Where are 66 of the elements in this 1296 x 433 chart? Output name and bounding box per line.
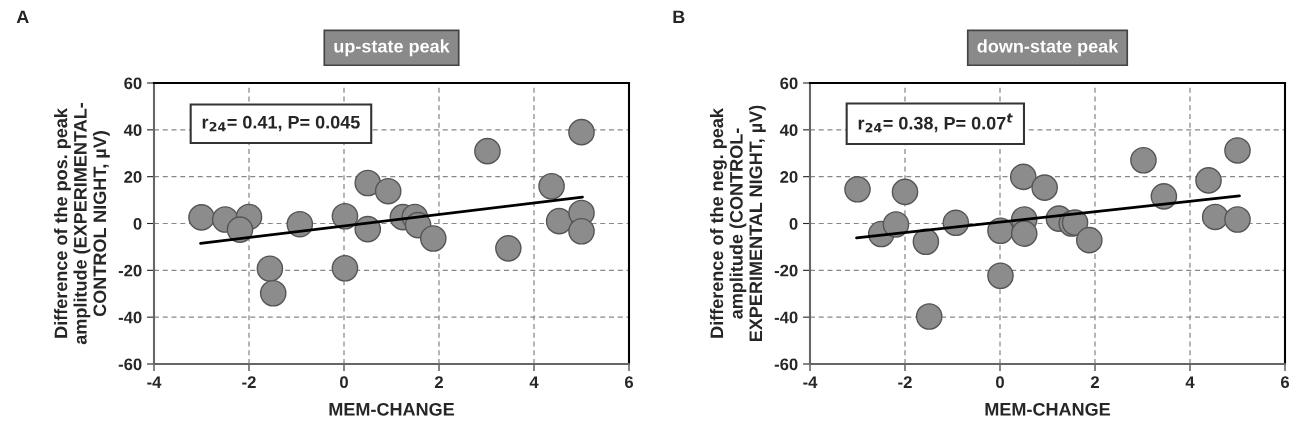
x-tick-label: 4	[529, 376, 539, 388]
x-tick-label: 6	[1280, 376, 1290, 389]
y-tick-label: 40	[123, 124, 142, 137]
x-tick-label: -2	[898, 376, 912, 388]
y-tick-label: 60	[124, 77, 142, 90]
x-tick-label: -4	[147, 376, 162, 388]
point	[1031, 174, 1058, 201]
point	[1201, 203, 1229, 231]
y-tick-label: -20	[774, 264, 798, 277]
x-tick-label: 2	[1090, 376, 1099, 388]
point	[188, 204, 215, 231]
y-tick-label: 20	[124, 171, 142, 183]
point	[545, 207, 573, 235]
x-tick-label: 0	[996, 376, 1004, 389]
y-tick-label: -20	[118, 264, 142, 277]
point	[354, 169, 382, 197]
y-tick-label: -40	[774, 311, 798, 324]
point	[495, 235, 522, 262]
annotation: r$_{24}$= 0.41, P= 0.045	[202, 115, 360, 132]
y-tick-label: 0	[133, 217, 142, 230]
point	[912, 228, 940, 256]
point	[1130, 146, 1157, 174]
point	[915, 303, 943, 330]
annotation: r$_{24}$= 0.38, P= 0.07$^{t}$	[858, 113, 1013, 133]
y-axis-title: Difference of the pos. peak amplitude (EXPERIMENTAL- CONTROL NIGHT, µV)	[54, 103, 110, 345]
point	[1075, 226, 1103, 254]
x-tick-label: 0	[340, 376, 348, 389]
point	[891, 178, 919, 206]
x-tick-label: -2	[242, 376, 256, 388]
y-axis-title: Difference of the neg. peak amplitude (CONTROL- EXPERIMENTAL NIGHT, µV)	[709, 105, 766, 342]
chart-title: up-state peak	[334, 39, 450, 57]
x-axis-title: MEM-CHANGE	[329, 402, 454, 416]
y-tick-label: -60	[118, 358, 142, 371]
point	[1224, 137, 1251, 164]
y-tick-label: -60	[774, 358, 798, 371]
point	[226, 216, 254, 243]
point	[259, 279, 287, 307]
y-tick-label: 60	[780, 77, 798, 90]
chart-title: down-state peak	[977, 39, 1119, 57]
y-tick-label: -40	[118, 311, 142, 324]
point	[331, 254, 359, 282]
y-tick-label: 0	[789, 217, 798, 230]
point	[568, 118, 595, 146]
point	[331, 202, 359, 230]
point	[882, 211, 910, 238]
text: B	[673, 10, 685, 24]
point	[419, 225, 447, 252]
point	[1009, 163, 1037, 191]
point	[256, 255, 284, 283]
point	[1010, 220, 1038, 247]
point	[1195, 167, 1222, 194]
x-tick-label: 2	[434, 376, 443, 388]
text: A	[16, 10, 29, 24]
point	[374, 177, 402, 205]
point	[474, 137, 501, 165]
point	[538, 172, 565, 200]
y-tick-label: 20	[780, 171, 798, 183]
x-tick-label: 6	[624, 376, 634, 389]
x-tick-label: -4	[803, 376, 818, 388]
point	[844, 176, 871, 203]
x-axis-title: MEM-CHANGE	[985, 402, 1110, 416]
x-tick-label: 4	[1185, 376, 1195, 388]
point	[987, 262, 1014, 290]
point	[1224, 206, 1251, 233]
point	[568, 217, 595, 245]
y-tick-label: 40	[779, 124, 798, 137]
